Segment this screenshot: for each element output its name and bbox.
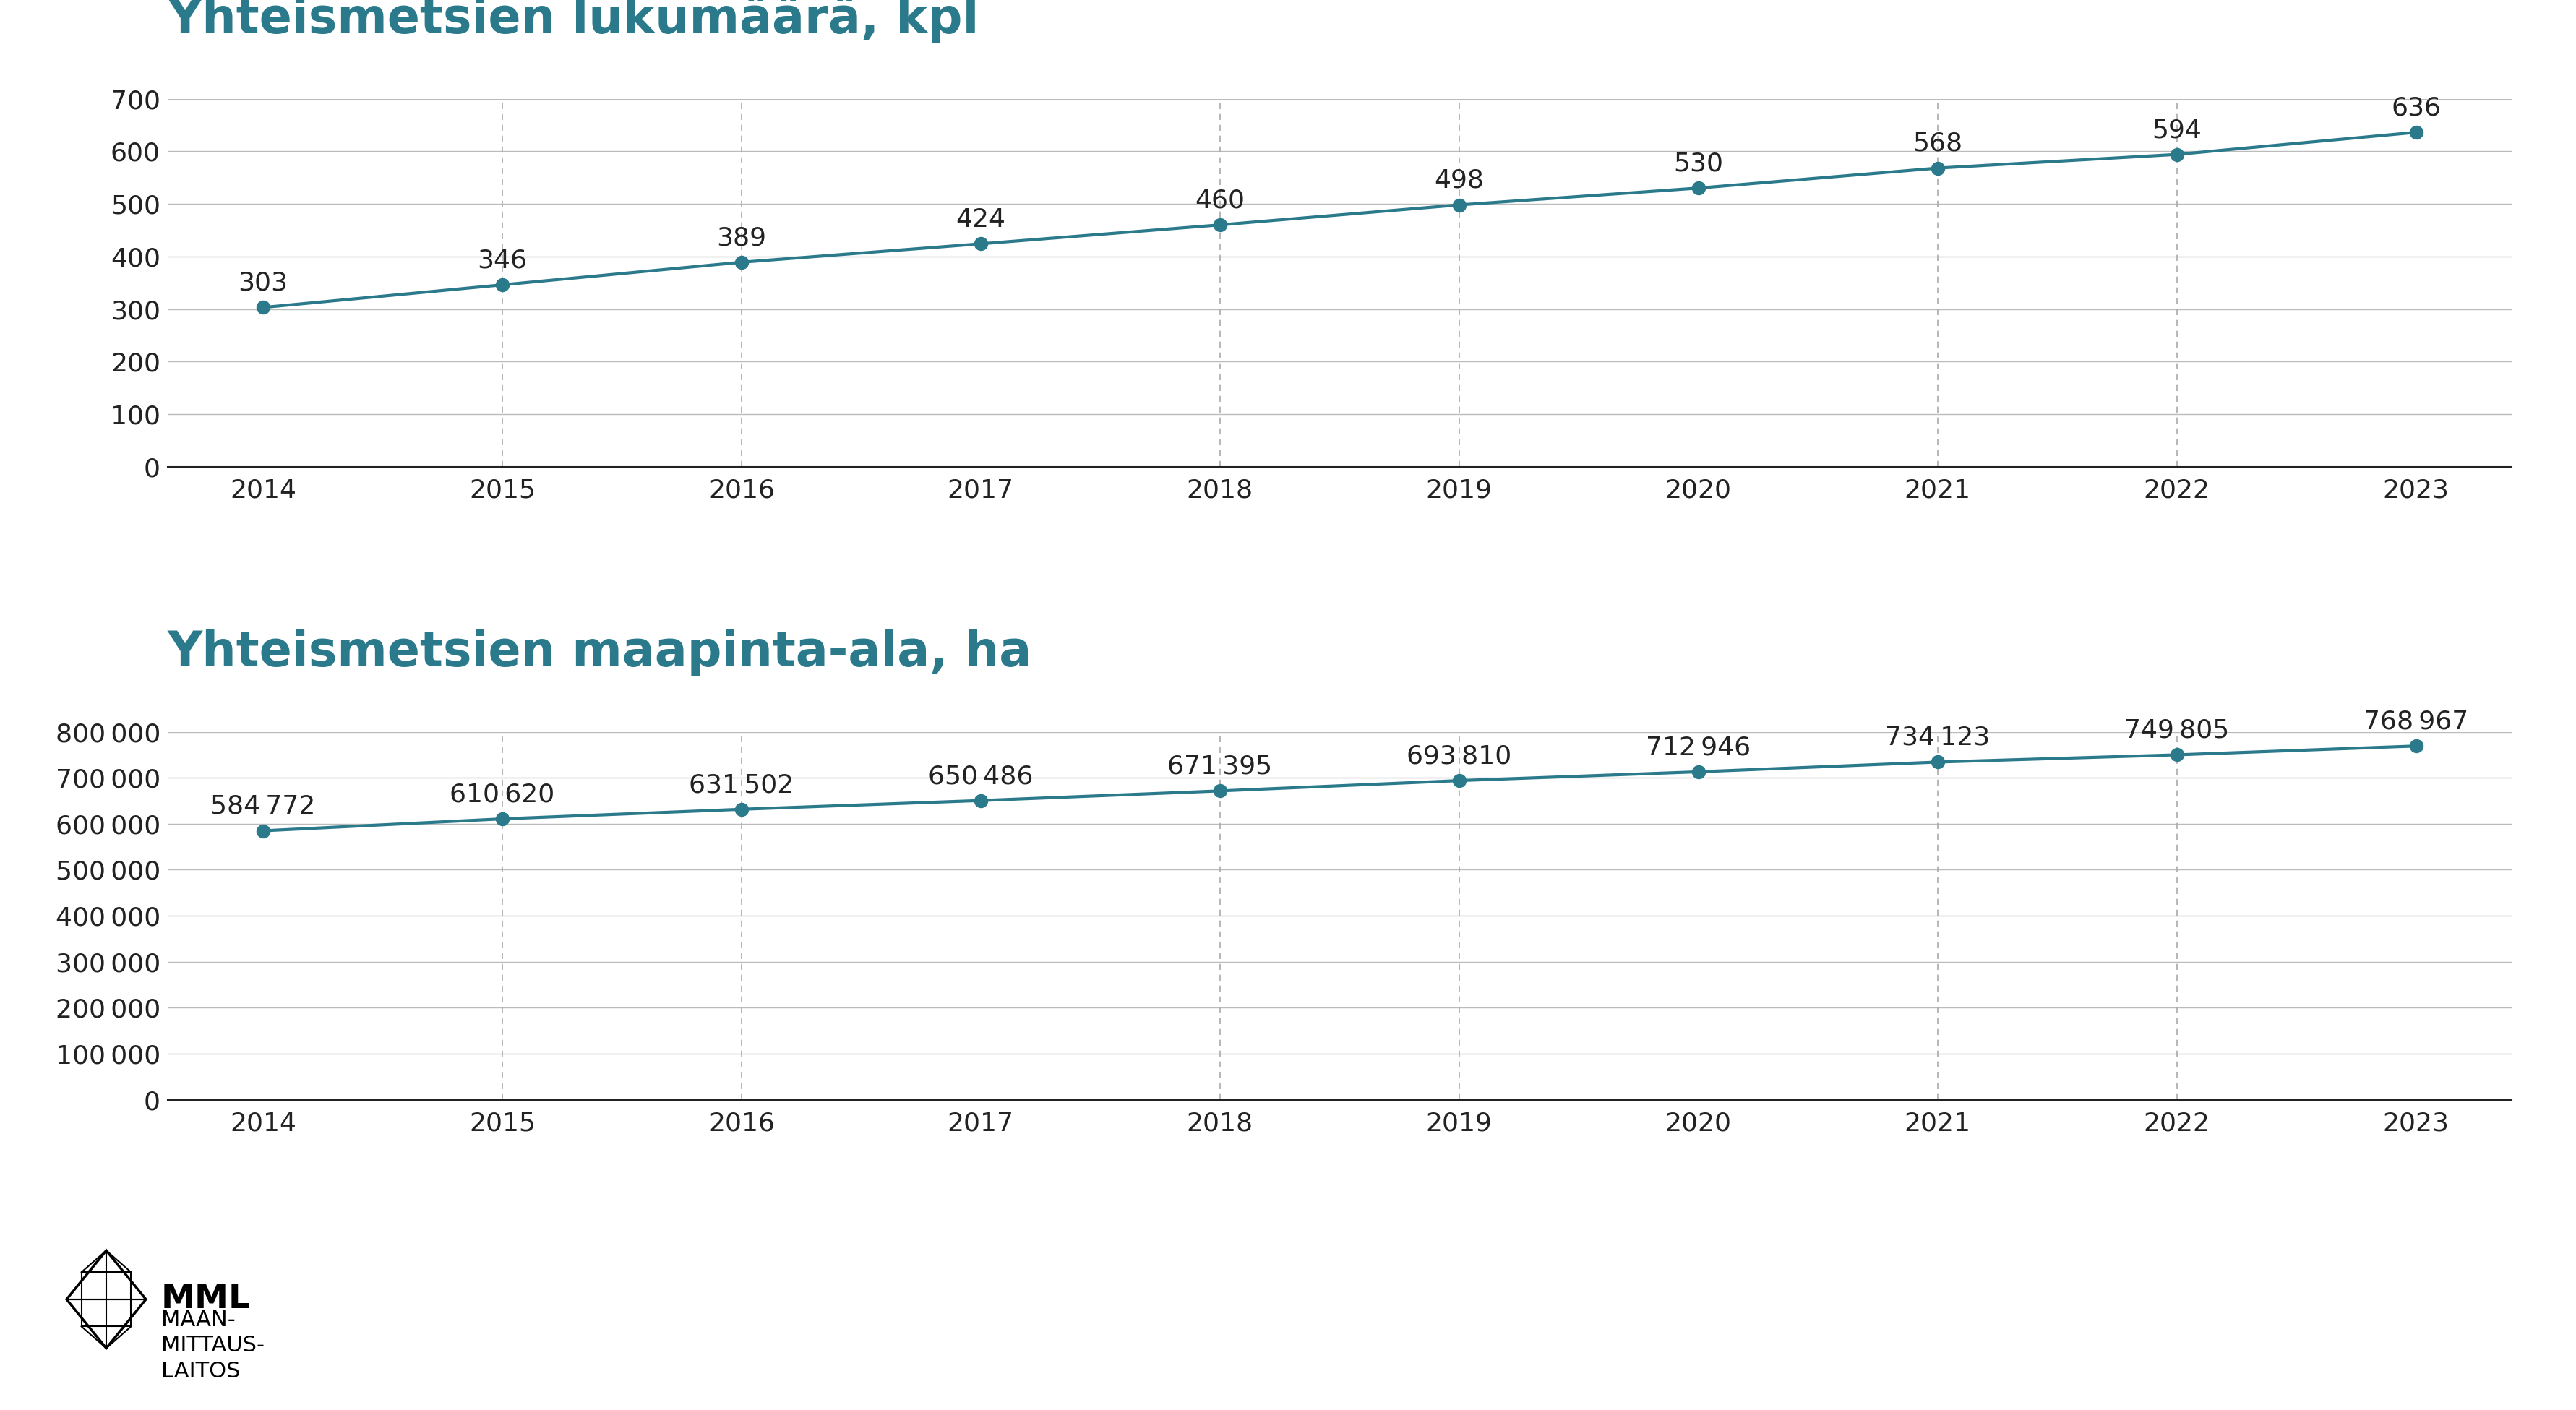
Text: 693 810: 693 810 — [1406, 744, 1512, 768]
Text: 530: 530 — [1674, 151, 1723, 176]
Text: 460: 460 — [1195, 189, 1244, 213]
Text: Yhteismetsien maapinta-ala, ha: Yhteismetsien maapinta-ala, ha — [167, 629, 1033, 677]
Text: 498: 498 — [1435, 168, 1484, 193]
Text: 568: 568 — [1911, 131, 1963, 157]
Text: 389: 389 — [716, 226, 768, 250]
Text: 734 123: 734 123 — [1886, 725, 1991, 750]
Text: 424: 424 — [956, 207, 1005, 231]
Text: 712 946: 712 946 — [1646, 735, 1752, 760]
Text: 636: 636 — [2391, 96, 2442, 120]
Text: 631 502: 631 502 — [688, 773, 793, 797]
Text: 610 620: 610 620 — [451, 783, 554, 807]
Text: MML: MML — [162, 1283, 250, 1316]
Text: 584 772: 584 772 — [211, 794, 317, 819]
Text: Yhteismetsien lukumäärä, kpl: Yhteismetsien lukumäärä, kpl — [167, 0, 979, 44]
Text: 650 486: 650 486 — [927, 764, 1033, 788]
Text: 594: 594 — [2151, 118, 2202, 142]
Text: 671 395: 671 395 — [1167, 754, 1273, 778]
Text: 303: 303 — [237, 271, 289, 295]
Text: MAAN-
MITTAUS-
LAITOS: MAAN- MITTAUS- LAITOS — [162, 1308, 265, 1382]
Text: 346: 346 — [477, 248, 528, 272]
Text: 749 805: 749 805 — [2125, 718, 2228, 743]
Text: 768 967: 768 967 — [2362, 709, 2468, 735]
